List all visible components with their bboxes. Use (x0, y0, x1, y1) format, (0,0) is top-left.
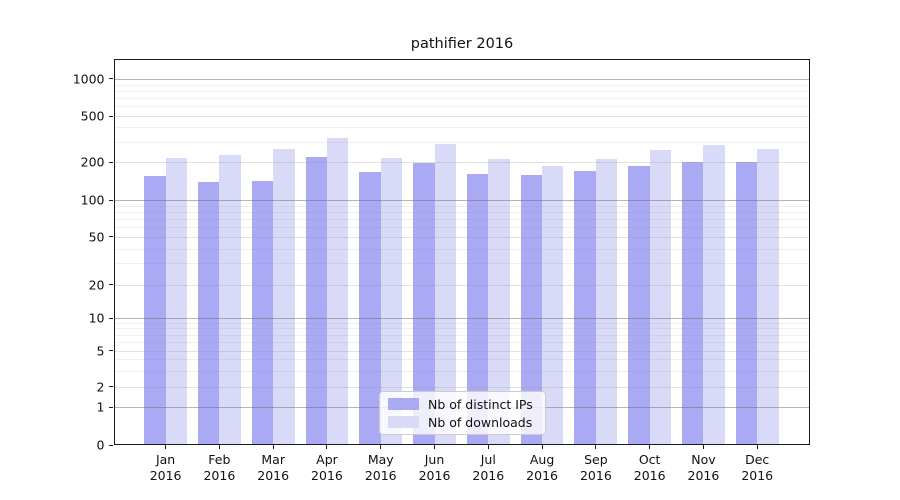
y-tick-mark-0 (108, 444, 113, 446)
y-tick-label-10: 10 (88, 310, 105, 326)
x-tick-label-mar: Mar 2016 (257, 452, 290, 484)
x-tick-mark-may (380, 445, 382, 449)
bar-jun-downloads (434, 143, 456, 444)
bar-feb-distinct-ips (198, 182, 220, 444)
x-tick-mark-sep (595, 445, 597, 449)
y-tick-mark-10 (108, 317, 113, 319)
bar-jul-downloads (488, 159, 510, 444)
legend-label-distinct-ips: Nb of distinct IPs (428, 396, 533, 412)
plot-area (113, 59, 810, 445)
x-tick-label-nov: Nov 2016 (687, 452, 720, 484)
legend-row-downloads: Nb of downloads (388, 415, 537, 430)
bar-jul-distinct-ips (466, 173, 489, 444)
y-tick-mark-100 (108, 199, 113, 201)
x-tick-label-jul: Jul 2016 (472, 452, 505, 484)
y-tick-mark-20 (108, 284, 113, 285)
y-tick-label-20: 20 (88, 277, 105, 292)
x-tick-mark-feb (218, 445, 220, 449)
y-tick-label-200: 200 (80, 154, 105, 170)
bar-apr-downloads (326, 138, 349, 444)
y-tick-label-100: 100 (80, 192, 105, 208)
bar-mar-distinct-ips (251, 180, 274, 444)
x-tick-label-feb: Feb 2016 (203, 452, 236, 484)
x-tick-mark-jun (434, 445, 436, 449)
bar-jun-distinct-ips (413, 163, 435, 444)
x-tick-label-oct: Oct 2016 (633, 452, 666, 484)
legend-swatch-downloads (388, 416, 419, 428)
y-tick-mark-1000 (108, 78, 113, 80)
bars-layer (115, 60, 810, 444)
y-tick-label-500: 500 (80, 108, 105, 124)
bar-may-distinct-ips (359, 171, 381, 444)
x-tick-mark-dec (756, 445, 758, 449)
y-tick-label-1: 1 (96, 399, 105, 415)
bar-dec-distinct-ips (735, 161, 758, 444)
x-tick-mark-mar (272, 445, 274, 449)
bar-apr-distinct-ips (305, 156, 327, 444)
bar-sep-downloads (595, 158, 618, 444)
y-tick-mark-200 (108, 161, 113, 163)
bar-nov-downloads (703, 145, 725, 444)
x-tick-label-jan: Jan 2016 (149, 452, 182, 484)
bar-aug-distinct-ips (520, 175, 543, 444)
y-tick-label-50: 50 (88, 229, 105, 245)
x-tick-label-aug: Aug 2016 (526, 452, 558, 484)
x-tick-label-dec: Dec 2016 (741, 452, 774, 484)
bar-oct-distinct-ips (628, 165, 650, 444)
x-tick-mark-apr (326, 445, 328, 449)
y-tick-mark-2 (108, 386, 113, 388)
x-tick-mark-jul (487, 445, 489, 449)
legend: Nb of distinct IPs Nb of downloads (379, 391, 546, 435)
y-tick-label-0: 0 (96, 437, 105, 453)
x-tick-label-sep: Sep 2016 (579, 452, 612, 484)
x-tick-mark-nov (702, 445, 704, 449)
bar-sep-distinct-ips (574, 170, 596, 444)
legend-label-downloads: Nb of downloads (428, 414, 533, 430)
y-tick-mark-1 (108, 406, 113, 408)
bar-feb-downloads (219, 154, 241, 444)
y-tick-label-1000: 1000 (72, 71, 105, 87)
x-tick-mark-oct (649, 445, 651, 449)
bar-jan-distinct-ips (144, 176, 166, 444)
bar-mar-downloads (273, 149, 295, 444)
bar-aug-downloads (542, 165, 564, 444)
x-tick-label-jun: Jun 2016 (418, 452, 451, 484)
legend-swatch-distinct-ips (388, 398, 419, 410)
bar-nov-distinct-ips (682, 161, 704, 444)
bar-jan-downloads (165, 158, 187, 444)
y-tick-label-2: 2 (96, 379, 105, 395)
chart-title: pathifier 2016 (410, 36, 514, 52)
bar-dec-downloads (757, 149, 779, 444)
x-tick-label-apr: Apr 2016 (311, 452, 343, 484)
y-tick-mark-500 (108, 115, 113, 117)
bar-may-downloads (380, 157, 403, 444)
y-tick-label-5: 5 (96, 343, 105, 358)
x-tick-label-may: May 2016 (364, 452, 397, 484)
bar-oct-downloads (649, 149, 672, 444)
y-tick-mark-5 (108, 350, 113, 351)
x-tick-mark-jan (165, 445, 167, 449)
y-tick-mark-50 (108, 236, 113, 238)
legend-row-distinct-ips: Nb of distinct IPs (388, 397, 537, 412)
x-tick-mark-aug (541, 445, 543, 449)
